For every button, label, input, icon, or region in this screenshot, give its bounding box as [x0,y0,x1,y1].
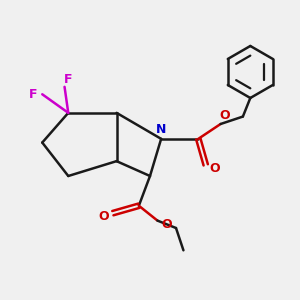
Text: N: N [156,123,166,136]
Text: O: O [161,218,172,231]
Text: O: O [209,162,220,175]
Text: F: F [64,73,73,86]
Text: O: O [99,210,109,224]
Text: O: O [219,109,230,122]
Text: F: F [29,88,38,101]
